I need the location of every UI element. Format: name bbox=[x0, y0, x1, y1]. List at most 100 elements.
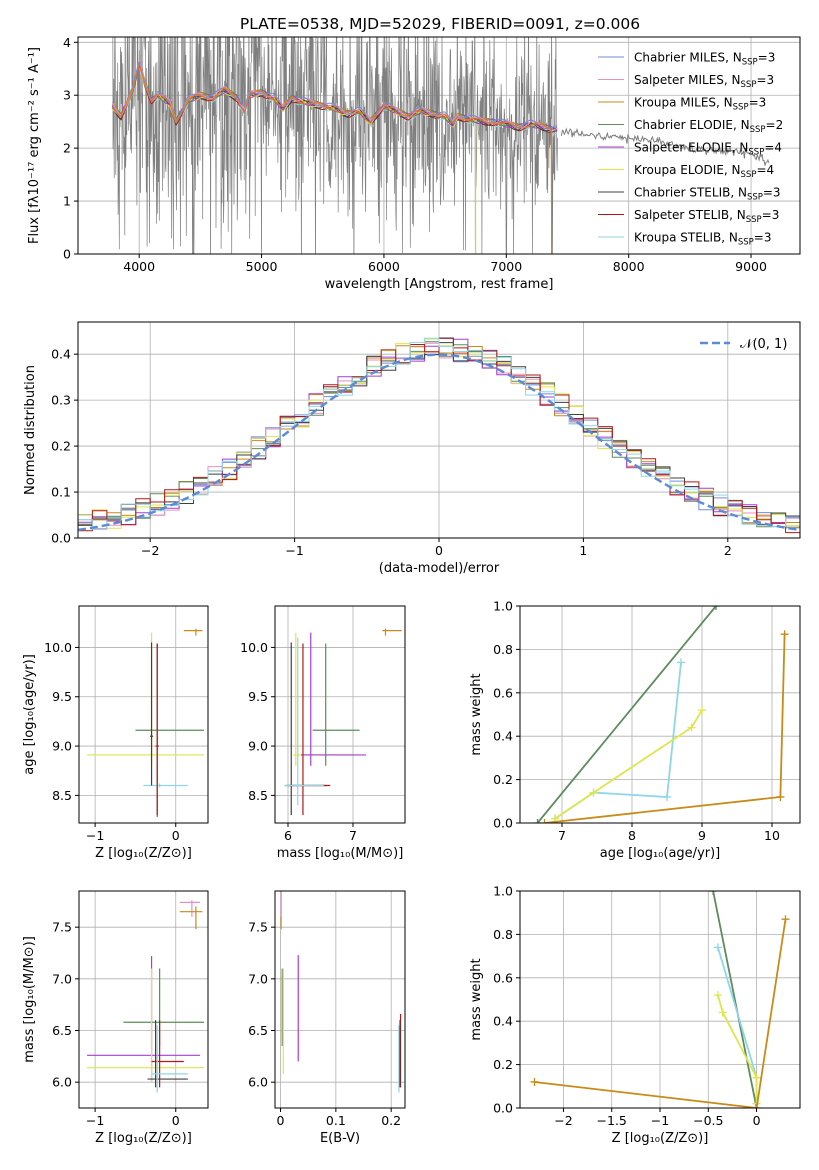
x-axis-label: Z [log₁₀(Z/Z⊙)] bbox=[612, 1131, 709, 1146]
y-tick-label: 0.4 bbox=[51, 347, 71, 362]
legend-label: Salpeter MILES, N bbox=[634, 73, 741, 87]
weight-marker bbox=[589, 788, 598, 797]
y-tick-label: 0.3 bbox=[51, 393, 71, 408]
weight-marker bbox=[712, 606, 720, 610]
legend-entry: Salpeter MILES, NSSP=3 bbox=[634, 73, 774, 90]
y-tick-label: 7.0 bbox=[248, 971, 268, 986]
legend-subscript: SSP bbox=[741, 170, 757, 180]
y-tick-label: 0.6 bbox=[493, 970, 513, 985]
legend-label: Kroupa STELIB, N bbox=[634, 231, 738, 245]
weight-marker bbox=[713, 991, 722, 1000]
x-tick-label: 4000 bbox=[123, 259, 155, 274]
legend-subscript: SSP bbox=[741, 80, 757, 90]
x-axis-label: age [log₁₀(age/yr)] bbox=[600, 846, 721, 861]
x-tick-label: 8 bbox=[628, 828, 636, 843]
y-tick-label: 1.0 bbox=[493, 599, 513, 614]
y-tick-label: 9.5 bbox=[52, 689, 72, 704]
y-axis-label: mass weight bbox=[469, 673, 484, 755]
legend-label: Kroupa MILES, N bbox=[634, 96, 733, 110]
legend-entry: Chabrier MILES, NSSP=3 bbox=[634, 51, 775, 68]
legend-residuals: 𝒩(0, 1) bbox=[700, 337, 787, 352]
y-tick-label: 4 bbox=[63, 35, 71, 50]
x-axis-label: (data-model)/error bbox=[379, 561, 500, 576]
weight-marker bbox=[752, 1104, 761, 1108]
legend-label: Chabrier MILES, N bbox=[634, 51, 742, 65]
y-tick-label: 0.1 bbox=[51, 485, 71, 500]
legend-subscript: SSP bbox=[733, 103, 749, 113]
weight-line bbox=[536, 606, 717, 823]
x-tick-label: 1 bbox=[579, 543, 587, 558]
y-tick-label: 0.6 bbox=[493, 685, 513, 700]
weight-marker bbox=[698, 706, 706, 715]
legend-nssp: =3 bbox=[754, 231, 772, 245]
y-axis-label: Normed distribution bbox=[23, 365, 38, 495]
legend-label: Salpeter STELIB, N bbox=[634, 208, 746, 222]
legend-entry: Kroupa MILES, NSSP=3 bbox=[634, 96, 766, 113]
weight-marker bbox=[687, 723, 696, 732]
y-tick-label: 8.5 bbox=[52, 788, 72, 803]
x-tick-label: 6 bbox=[284, 828, 292, 843]
weight-marker bbox=[713, 943, 722, 952]
grid-age-vs-mass bbox=[275, 606, 405, 823]
legend-nssp: =3 bbox=[762, 208, 780, 222]
y-tick-label: 2 bbox=[63, 141, 71, 156]
x-tick-label: 0 bbox=[172, 1113, 180, 1128]
legend-nssp: =3 bbox=[758, 51, 776, 65]
x-axis-label: wavelength [Angstrom, rest frame] bbox=[325, 277, 554, 292]
x-tick-label: 9000 bbox=[735, 259, 767, 274]
y-tick-label: 0.0 bbox=[51, 531, 71, 546]
legend-label: Chabrier STELIB, N bbox=[634, 186, 747, 200]
y-tick-label: 6.5 bbox=[52, 1023, 72, 1038]
x-tick-label: −2 bbox=[141, 543, 159, 558]
y-tick-label: 1 bbox=[63, 194, 71, 209]
legend-entry: Chabrier STELIB, NSSP=3 bbox=[634, 186, 781, 203]
y-tick-label: 7.0 bbox=[52, 971, 72, 986]
x-tick-label: 0 bbox=[277, 1113, 285, 1128]
y-tick-label: 0.8 bbox=[493, 642, 513, 657]
x-tick-label: 0.2 bbox=[381, 1113, 401, 1128]
y-tick-label: 0.0 bbox=[493, 1101, 513, 1116]
legend-label: Salpeter ELODIE, N bbox=[634, 141, 748, 155]
x-tick-label: −0.5 bbox=[693, 1113, 723, 1128]
legend-nssp: =3 bbox=[756, 73, 774, 87]
gaussian-curve bbox=[78, 353, 798, 532]
legend-entry: Salpeter ELODIE, NSSP=4 bbox=[634, 141, 782, 158]
y-tick-label: 9.5 bbox=[248, 689, 268, 704]
legend-nssp: =2 bbox=[766, 118, 784, 132]
x-tick-label: −1.5 bbox=[597, 1113, 627, 1128]
x-tick-label: 9 bbox=[698, 828, 706, 843]
x-tick-label: 2 bbox=[724, 543, 732, 558]
weight-marker bbox=[677, 658, 685, 667]
y-tick-label: 0.2 bbox=[493, 772, 513, 787]
y-axis-label: mass [log₁₀(M/M⊙)] bbox=[22, 936, 37, 1063]
y-tick-label: 0.4 bbox=[493, 1014, 513, 1029]
axes-frame-spectrum bbox=[77, 36, 801, 255]
panel-age-vs-mass: 6 7 8.5 9.0 9.5 10.0 mass [log₁₀(M/M⊙)] bbox=[240, 605, 406, 861]
y-axis-label: Flux [fλ10⁻¹⁷ erg cm⁻² s⁻¹ A⁻¹] bbox=[27, 47, 42, 244]
legend-subscript: SSP bbox=[748, 148, 764, 158]
x-tick-label: 7000 bbox=[490, 259, 522, 274]
x-tick-label: 0 bbox=[172, 828, 180, 843]
axes-frame-mass-vs-EBV bbox=[274, 890, 406, 1109]
plot-area-mass-vs-Z bbox=[87, 900, 204, 1093]
weight-line bbox=[534, 919, 787, 1108]
grid-mass-vs-Z bbox=[79, 891, 208, 1108]
y-tick-label: 6.0 bbox=[248, 1075, 268, 1090]
plot-area-age-vs-Z bbox=[87, 628, 204, 818]
weight-line bbox=[712, 891, 758, 1108]
legend-nssp: =4 bbox=[764, 141, 782, 155]
histogram-step bbox=[78, 337, 800, 530]
axes-frame-age-vs-mass bbox=[274, 605, 406, 824]
legend-entry: 𝒩(0, 1) bbox=[740, 337, 787, 352]
panel-mass-vs-Z: −1 0 6.0 6.5 7.0 7.5 Z [log₁₀(Z/Z⊙)] mass [log₁… bbox=[22, 890, 209, 1146]
weight-marker bbox=[533, 819, 542, 823]
x-axis-label: E(B-V) bbox=[320, 1131, 360, 1146]
panel-spectrum: 4000 5000 6000 7000 8000 9000 0 1 2 3 4 wavelength … bbox=[27, 35, 801, 292]
y-tick-label: 0 bbox=[63, 247, 71, 262]
weight-line bbox=[554, 709, 703, 820]
y-tick-label: 7.5 bbox=[248, 920, 268, 935]
y-tick-label: 9.0 bbox=[52, 739, 72, 754]
y-tick-label: 9.0 bbox=[248, 739, 268, 754]
